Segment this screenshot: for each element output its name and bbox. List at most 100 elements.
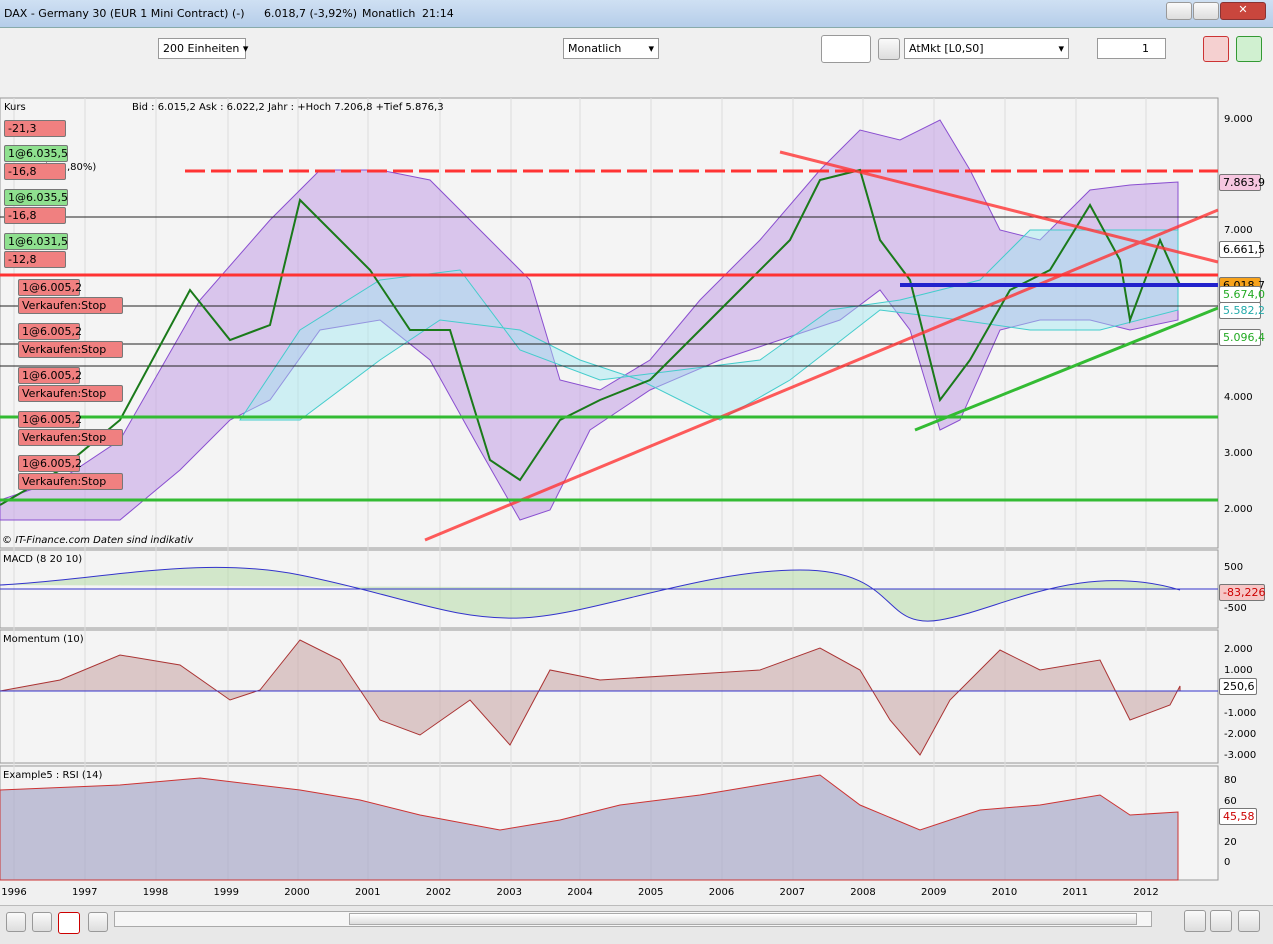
- price-label: 5.582,2: [1219, 302, 1265, 319]
- y-tick-label: 80: [1224, 775, 1237, 786]
- print-preview-button[interactable]: [6, 912, 26, 932]
- macd-name: MACD (8 20 10): [3, 554, 82, 565]
- stop-order[interactable]: 1@6.005,2: [18, 323, 82, 340]
- x-tick-label: 1996: [1, 887, 26, 898]
- x-tick-label: 2002: [426, 887, 451, 898]
- y-tick-label: -3.000: [1224, 750, 1256, 761]
- quantity: 1: [1142, 42, 1149, 55]
- position-pnl: -21,3: [4, 120, 66, 137]
- limit-order-pnl: -16,8: [4, 207, 66, 224]
- stop-order-action[interactable]: Verkaufen:Stop: [18, 429, 123, 446]
- buy-button[interactable]: [1236, 36, 1262, 62]
- momentum-name: Momentum (10): [3, 634, 84, 645]
- x-tick-label: 2011: [1063, 887, 1088, 898]
- y-tick-label: 9.000: [1224, 114, 1253, 125]
- list-button[interactable]: [88, 912, 108, 932]
- x-tick-label: 2009: [921, 887, 946, 898]
- units-dropdown[interactable]: 200 Einheiten ▾: [158, 38, 248, 59]
- x-tick-label: 2004: [567, 887, 592, 898]
- rsi-value: 45,58: [1219, 808, 1257, 825]
- x-tick-label: 2003: [497, 887, 522, 898]
- macd-value: -83,226: [1219, 584, 1265, 601]
- stop-order[interactable]: 1@6.005,2: [18, 279, 82, 296]
- zoom-out[interactable]: [1210, 910, 1232, 932]
- price-label: 6.661,5: [1219, 241, 1265, 258]
- y-tick-label: 20: [1224, 837, 1237, 848]
- y-tick-label: 2.000: [1224, 504, 1253, 515]
- interval: Monatlich: [568, 42, 622, 55]
- y-tick-label: 0: [1224, 857, 1230, 868]
- limit-order[interactable]: 1@6.035,5: [4, 189, 68, 206]
- y-tick-label: 4.000: [1224, 392, 1253, 403]
- x-tick-label: 2005: [638, 887, 663, 898]
- y-tick-label: 500: [1224, 562, 1243, 573]
- x-tick-label: 2012: [1133, 887, 1158, 898]
- window-title: DAX - Germany 30 (EUR 1 Mini Contract) (…: [4, 7, 245, 20]
- x-tick-label: 2000: [284, 887, 309, 898]
- zoom-in[interactable]: [1238, 910, 1260, 932]
- stop-order-action[interactable]: Verkaufen:Stop: [18, 385, 123, 402]
- x-tick-label: 2006: [709, 887, 734, 898]
- trade-toggle[interactable]: [58, 912, 80, 934]
- x-tick-label: 1999: [214, 887, 239, 898]
- settings-button[interactable]: [878, 38, 900, 60]
- y-tick-label: -2.000: [1224, 729, 1256, 740]
- x-tick-label: 2008: [850, 887, 875, 898]
- price-label: 5.674,0: [1219, 286, 1265, 303]
- title-bar: DAX - Germany 30 (EUR 1 Mini Contract) (…: [0, 0, 1273, 28]
- minimize-button[interactable]: [1166, 2, 1192, 20]
- keltner-band: [239, 229, 1179, 421]
- stop-order-action[interactable]: Verkaufen:Stop: [18, 297, 123, 314]
- x-tick-label: 2001: [355, 887, 380, 898]
- trend-lines: [0, 150, 1219, 542]
- y-tick-label: 2.000: [1224, 644, 1253, 655]
- main-quote: Bid : 6.015,2 Ask : 6.022,2 Jahr : +Hoch…: [132, 102, 444, 113]
- main-footer: © IT-Finance.com Daten sind indikativ: [2, 535, 194, 546]
- rsi-area: [0, 774, 1179, 881]
- x-tick-label: 1998: [143, 887, 168, 898]
- zoom-fit[interactable]: [1184, 910, 1206, 932]
- stop-order[interactable]: 1@6.005,2: [18, 411, 82, 428]
- close-button[interactable]: ✕: [1220, 2, 1266, 20]
- y-tick-label: 60: [1224, 796, 1237, 807]
- interval-dropdown[interactable]: Monatlich ▾: [563, 38, 659, 59]
- chart-style-button[interactable]: [821, 35, 871, 63]
- scroll-thumb[interactable]: [349, 913, 1137, 925]
- momentum-area: [0, 639, 1181, 756]
- y-tick-label: -500: [1224, 603, 1247, 614]
- limit-order[interactable]: 1@6.035,5: [4, 145, 68, 162]
- y-tick-label: 1.000: [1224, 665, 1253, 676]
- price-line: [0, 168, 1181, 506]
- stop-order-action[interactable]: Verkaufen:Stop: [18, 341, 123, 358]
- stop-order[interactable]: 1@6.005,2: [18, 455, 82, 472]
- toolbar: 200 Einheiten ▾ Monatlich ▾ AtMkt [L0,S0]…: [0, 28, 1273, 98]
- stop-order-action[interactable]: Verkaufen:Stop: [18, 473, 123, 490]
- macd-line: [0, 566, 1181, 622]
- quantity-spinner[interactable]: 1: [1097, 38, 1166, 59]
- limit-order-pnl: -16,8: [4, 163, 66, 180]
- sell-button[interactable]: [1203, 36, 1229, 62]
- window-price: 6.018,7 (-3,92%): [264, 7, 357, 20]
- momentum-plot: [0, 629, 1219, 764]
- y-tick-label: 3.000: [1224, 448, 1253, 459]
- x-tick-label: 2010: [992, 887, 1017, 898]
- y-tick-label: 7.000: [1224, 225, 1253, 236]
- rsi-name: Example5 : RSI (14): [3, 770, 103, 781]
- window-time: 21:14: [422, 7, 454, 20]
- price-label: 5.096,4: [1219, 329, 1265, 346]
- limit-order[interactable]: 1@6.031,5: [4, 233, 68, 250]
- units: 200 Einheiten: [163, 42, 240, 55]
- order-type-dropdown[interactable]: AtMkt [L0,S0] ▾: [904, 38, 1069, 59]
- fib-label: (161,80%): [44, 162, 96, 173]
- price-label: 7.863,9: [1219, 174, 1265, 191]
- limit-order-pnl: -12,8: [4, 251, 66, 268]
- scrollbar[interactable]: [114, 911, 1152, 927]
- window-period: Monatlich: [362, 7, 416, 20]
- maximize-button[interactable]: [1193, 2, 1219, 20]
- y-tick-label: -1.000: [1224, 708, 1256, 719]
- stop-order[interactable]: 1@6.005,2: [18, 367, 82, 384]
- print-button[interactable]: [32, 912, 52, 932]
- x-tick-label: 2007: [780, 887, 805, 898]
